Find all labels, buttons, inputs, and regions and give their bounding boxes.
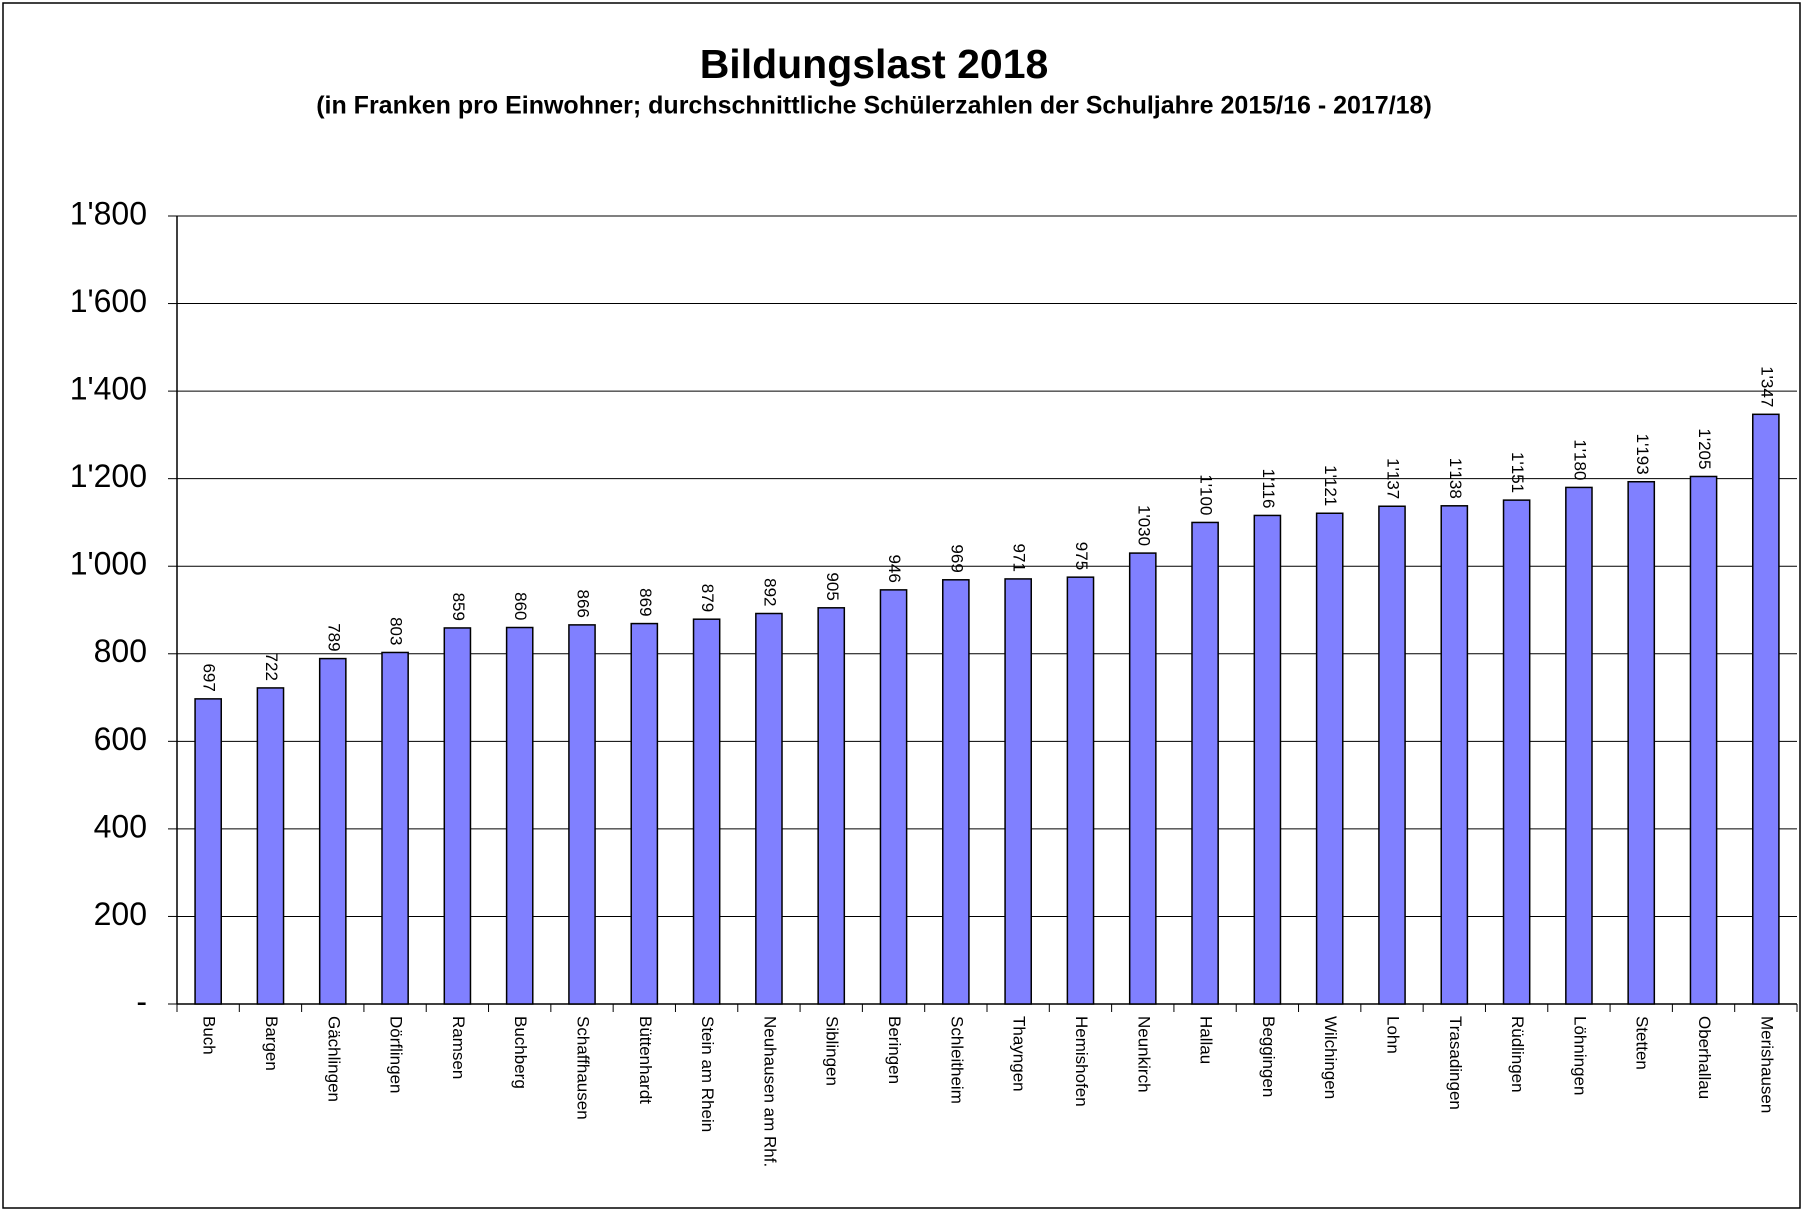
x-tick-label: Lohn bbox=[1384, 1016, 1403, 1054]
x-tick-label: Hemishofen bbox=[1072, 1016, 1091, 1107]
value-label: 1'205 bbox=[1695, 428, 1714, 469]
bar bbox=[256, 687, 285, 1005]
y-tick-label: 1'000 bbox=[70, 546, 147, 582]
bar bbox=[1565, 486, 1593, 1005]
bar bbox=[1066, 576, 1095, 1005]
y-tick-label: 1'600 bbox=[70, 283, 147, 319]
x-tick-label: Buch bbox=[200, 1016, 219, 1055]
value-label: 946 bbox=[885, 554, 904, 582]
bar bbox=[1627, 480, 1656, 1005]
value-label: 869 bbox=[636, 588, 655, 616]
value-label: 1'193 bbox=[1633, 434, 1652, 475]
value-label: 1'151 bbox=[1508, 452, 1527, 493]
x-tick-label: Beggingen bbox=[1259, 1016, 1278, 1097]
bar bbox=[1128, 552, 1157, 1005]
x-tick-label: Buchberg bbox=[511, 1016, 530, 1089]
value-label: 879 bbox=[698, 584, 717, 612]
chart-subtitle: (in Franken pro Einwohner; durchschnittl… bbox=[316, 92, 1432, 120]
x-tick-label: Oberhallau bbox=[1695, 1016, 1714, 1099]
x-tick-label: Rüdlingen bbox=[1508, 1016, 1527, 1093]
x-tick-label: Schleitheim bbox=[947, 1016, 966, 1104]
x-tick-label: Merishausen bbox=[1757, 1016, 1776, 1113]
value-label: 722 bbox=[262, 653, 281, 681]
x-tick-label: Büttenhardt bbox=[636, 1016, 655, 1104]
bar bbox=[1752, 413, 1780, 1005]
bar bbox=[1191, 521, 1219, 1005]
value-label: 905 bbox=[823, 572, 842, 600]
bar bbox=[1502, 499, 1531, 1005]
value-label: 860 bbox=[511, 592, 530, 620]
y-tick-label: 1'200 bbox=[70, 458, 147, 494]
value-label: 975 bbox=[1072, 542, 1091, 570]
y-tick-label: 1'400 bbox=[70, 371, 147, 407]
chart-title: Bildungslast 2018 bbox=[700, 41, 1049, 87]
value-label: 892 bbox=[760, 578, 779, 606]
x-tick-label: Löhningen bbox=[1570, 1016, 1589, 1095]
bar bbox=[817, 607, 846, 1005]
bar bbox=[755, 612, 783, 1005]
bar bbox=[1253, 514, 1282, 1005]
x-tick-label: Neuhausen am Rhf. bbox=[760, 1016, 779, 1167]
value-label: 697 bbox=[200, 663, 219, 691]
x-tick-label: Stein am Rhein bbox=[698, 1016, 717, 1132]
value-label: 969 bbox=[947, 544, 966, 572]
x-tick-label: Gächlingen bbox=[324, 1016, 343, 1102]
x-tick-label: Wilchingen bbox=[1321, 1016, 1340, 1099]
bar bbox=[630, 622, 659, 1005]
value-label: 1'121 bbox=[1321, 465, 1340, 506]
value-label: 859 bbox=[449, 593, 468, 621]
bar bbox=[1004, 578, 1032, 1005]
y-tick-label: 600 bbox=[94, 721, 147, 757]
bar bbox=[568, 624, 596, 1005]
bar bbox=[194, 698, 222, 1005]
bar bbox=[381, 651, 409, 1005]
x-tick-label: Stetten bbox=[1633, 1016, 1652, 1070]
x-tick-label: Ramsen bbox=[449, 1016, 468, 1079]
x-tick-label: Bargen bbox=[262, 1016, 281, 1071]
x-tick-label: Hallau bbox=[1197, 1016, 1216, 1064]
y-tick-label: 1'800 bbox=[70, 195, 147, 231]
value-label: 971 bbox=[1010, 544, 1029, 572]
value-label: 803 bbox=[387, 617, 406, 645]
bar bbox=[1315, 512, 1344, 1005]
y-tick-label: 400 bbox=[94, 808, 147, 844]
y-tick-label: 200 bbox=[94, 896, 147, 932]
value-label: 1'347 bbox=[1757, 366, 1776, 407]
bar bbox=[942, 579, 970, 1005]
x-tick-label: Trasadingen bbox=[1446, 1016, 1465, 1110]
x-tick-label: Schaffhausen bbox=[574, 1016, 593, 1120]
value-label: 1'100 bbox=[1197, 474, 1216, 515]
x-tick-label: Thayngen bbox=[1010, 1016, 1029, 1092]
x-tick-label: Siblingen bbox=[823, 1016, 842, 1086]
bar bbox=[692, 618, 721, 1005]
value-label: 1'138 bbox=[1446, 458, 1465, 499]
value-label: 789 bbox=[324, 623, 343, 651]
x-tick-label: Beringen bbox=[885, 1016, 904, 1084]
value-label: 1'116 bbox=[1259, 469, 1278, 509]
value-label: 1'137 bbox=[1384, 458, 1403, 499]
bar bbox=[1689, 475, 1718, 1005]
value-label: 1'180 bbox=[1570, 439, 1589, 480]
bar bbox=[879, 589, 908, 1005]
bar bbox=[443, 627, 472, 1005]
bar bbox=[505, 626, 534, 1005]
value-label: 866 bbox=[574, 590, 593, 618]
x-tick-label: Neunkirch bbox=[1134, 1016, 1153, 1093]
x-tick-label: Dörflingen bbox=[387, 1016, 406, 1094]
bar bbox=[1440, 505, 1469, 1005]
bar bbox=[1378, 505, 1406, 1005]
value-label: 1'030 bbox=[1134, 505, 1153, 546]
bar bbox=[318, 657, 347, 1005]
y-tick-label: - bbox=[136, 983, 147, 1019]
y-tick-label: 800 bbox=[94, 633, 147, 669]
